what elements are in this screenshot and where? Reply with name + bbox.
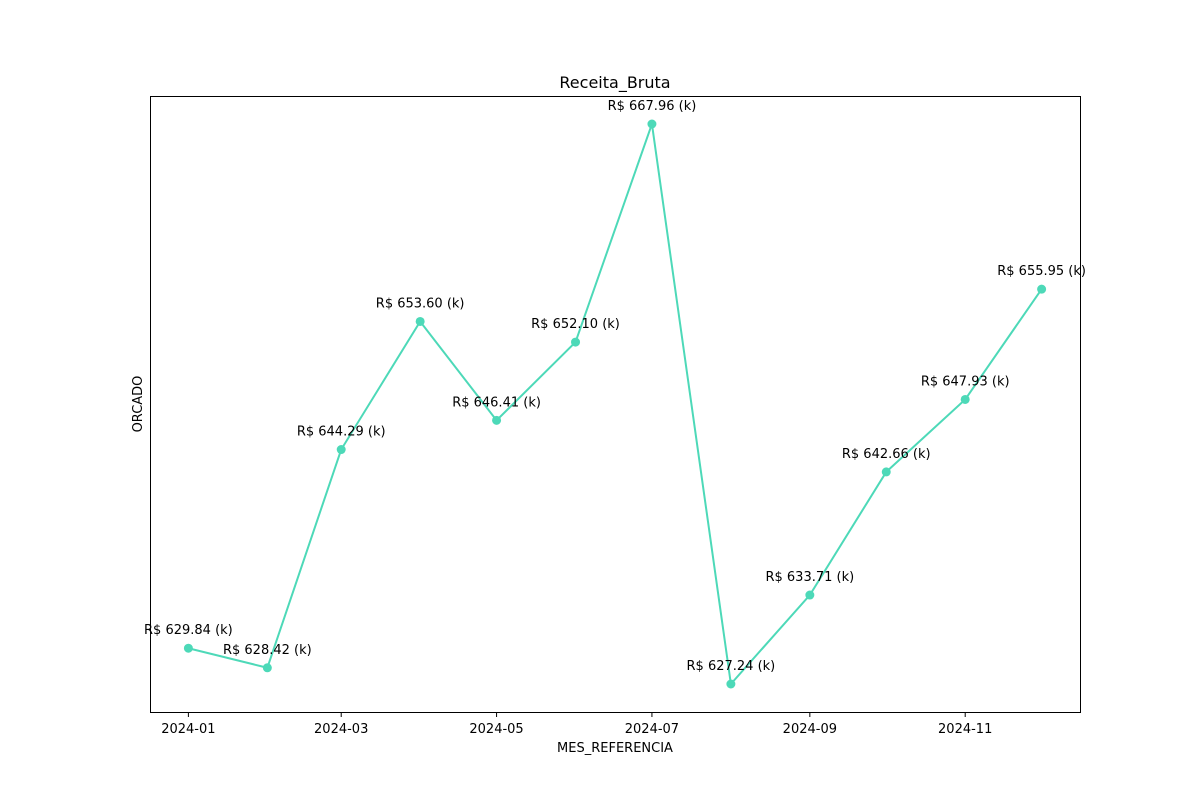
data-point — [1037, 284, 1047, 294]
data-label: R$ 628.42 (k) — [223, 643, 312, 658]
data-point — [805, 590, 815, 600]
data-label: R$ 667.96 (k) — [608, 99, 697, 114]
plot-frame — [150, 96, 1081, 713]
x-tick-label: 2024-07 — [625, 722, 679, 737]
x-axis-label: MES_REFERENCIA — [557, 741, 673, 756]
series-line — [188, 123, 1043, 687]
data-point — [960, 394, 970, 404]
data-label: R$ 642.66 (k) — [842, 447, 931, 462]
data-point — [183, 643, 193, 653]
chart-title: Receita_Bruta — [559, 73, 670, 93]
data-label: R$ 655.95 (k) — [997, 264, 1086, 279]
data-point — [881, 467, 891, 477]
data-label: R$ 633.71 (k) — [765, 570, 854, 585]
data-point — [647, 119, 657, 129]
data-point — [571, 337, 581, 347]
data-label: R$ 644.29 (k) — [297, 425, 386, 440]
data-label: R$ 629.84 (k) — [144, 623, 233, 638]
data-label: R$ 653.60 (k) — [376, 296, 465, 311]
data-point — [415, 316, 425, 326]
y-axis-label: ORCADO — [131, 376, 146, 433]
plot-marks: 2024-01 2024-03 2024-05 2024-07 2024-09 2024-… — [144, 99, 1086, 737]
data-point — [336, 445, 346, 455]
x-tick-label: 2024-09 — [783, 722, 837, 737]
data-point — [492, 415, 502, 425]
data-label: R$ 652.10 (k) — [531, 317, 620, 332]
data-point — [262, 663, 272, 673]
data-point — [726, 679, 736, 689]
x-tick-label: 2024-11 — [938, 722, 992, 737]
data-label: R$ 627.24 (k) — [687, 659, 776, 674]
data-label: R$ 647.93 (k) — [921, 374, 1010, 389]
x-tick-label: 2024-03 — [314, 722, 368, 737]
data-label: R$ 646.41 (k) — [452, 395, 541, 410]
x-tick-label: 2024-05 — [469, 722, 523, 737]
x-tick-label: 2024-01 — [161, 722, 215, 737]
